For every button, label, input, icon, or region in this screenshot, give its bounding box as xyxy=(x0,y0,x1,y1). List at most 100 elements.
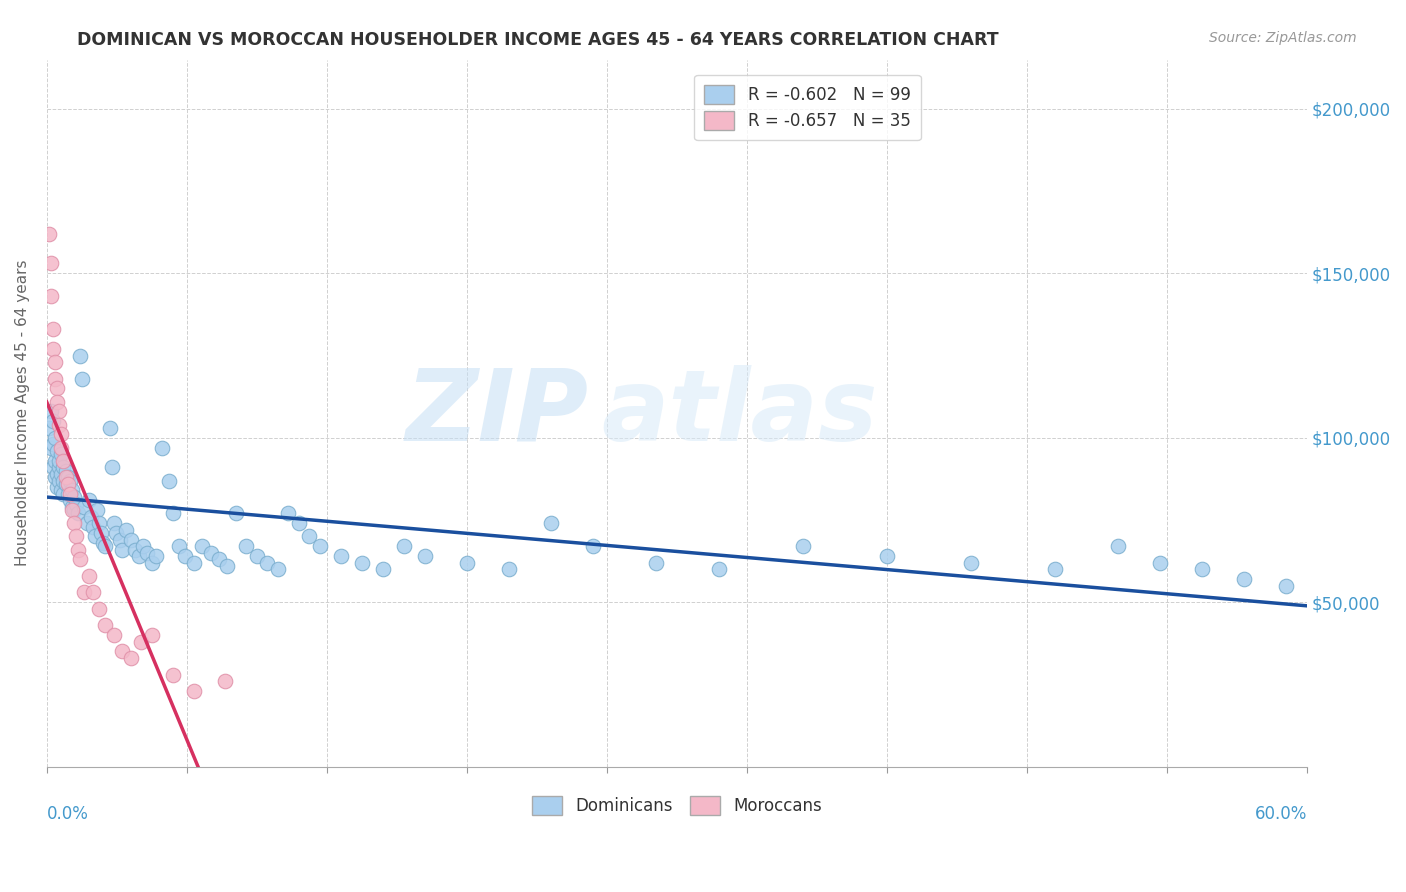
Point xyxy=(48,404,70,418)
Point xyxy=(162,507,184,521)
Point xyxy=(644,556,666,570)
Point xyxy=(65,529,87,543)
Point xyxy=(77,493,100,508)
Point xyxy=(38,421,60,435)
Point xyxy=(792,539,814,553)
Point xyxy=(456,556,478,570)
Point xyxy=(108,533,131,547)
Point xyxy=(128,549,150,563)
Point xyxy=(48,417,70,432)
Point xyxy=(72,371,94,385)
Point xyxy=(73,500,96,514)
Point xyxy=(82,585,104,599)
Point xyxy=(1233,572,1256,586)
Point xyxy=(38,227,60,241)
Point xyxy=(39,441,62,455)
Point xyxy=(876,549,898,563)
Point xyxy=(350,556,373,570)
Y-axis label: Householder Income Ages 45 - 64 years: Householder Income Ages 45 - 64 years xyxy=(15,260,30,566)
Point xyxy=(93,536,115,550)
Point xyxy=(111,542,134,557)
Point xyxy=(150,441,173,455)
Point xyxy=(308,539,330,553)
Point xyxy=(42,342,65,356)
Point xyxy=(55,476,77,491)
Point xyxy=(76,516,98,531)
Point xyxy=(162,667,184,681)
Point xyxy=(120,533,142,547)
Point xyxy=(44,454,66,468)
Point xyxy=(77,569,100,583)
Point xyxy=(183,684,205,698)
Point xyxy=(329,549,352,563)
Point xyxy=(111,644,134,658)
Point xyxy=(582,539,605,553)
Point xyxy=(69,349,91,363)
Point xyxy=(67,542,90,557)
Point xyxy=(44,431,66,445)
Point xyxy=(56,476,79,491)
Point xyxy=(191,539,214,553)
Point xyxy=(39,256,62,270)
Point xyxy=(51,447,73,461)
Point xyxy=(225,507,247,521)
Point xyxy=(200,546,222,560)
Point xyxy=(277,507,299,521)
Point xyxy=(67,507,90,521)
Point xyxy=(84,529,107,543)
Point xyxy=(51,483,73,498)
Point xyxy=(48,460,70,475)
Point xyxy=(86,503,108,517)
Point xyxy=(183,556,205,570)
Point xyxy=(52,454,75,468)
Point xyxy=(208,552,231,566)
Text: 0.0%: 0.0% xyxy=(46,805,89,823)
Point xyxy=(1191,562,1213,576)
Text: DOMINICAN VS MOROCCAN HOUSEHOLDER INCOME AGES 45 - 64 YEARS CORRELATION CHART: DOMINICAN VS MOROCCAN HOUSEHOLDER INCOME… xyxy=(77,31,998,49)
Point xyxy=(60,483,83,498)
Point xyxy=(104,526,127,541)
Point xyxy=(59,493,82,508)
Point xyxy=(46,394,69,409)
Point xyxy=(120,651,142,665)
Point xyxy=(80,509,103,524)
Point xyxy=(707,562,730,576)
Point xyxy=(42,460,65,475)
Point xyxy=(73,585,96,599)
Point xyxy=(60,503,83,517)
Point xyxy=(44,470,66,484)
Point xyxy=(52,486,75,500)
Point xyxy=(1275,579,1298,593)
Point xyxy=(1107,539,1129,553)
Text: Source: ZipAtlas.com: Source: ZipAtlas.com xyxy=(1209,31,1357,45)
Point xyxy=(298,529,321,543)
Point xyxy=(1149,556,1171,570)
Point xyxy=(59,486,82,500)
Legend: Dominicans, Moroccans: Dominicans, Moroccans xyxy=(526,789,828,822)
Point xyxy=(52,474,75,488)
Point xyxy=(115,523,138,537)
Point xyxy=(44,371,66,385)
Point xyxy=(256,556,278,570)
Point xyxy=(39,404,62,418)
Point xyxy=(51,441,73,455)
Text: 60.0%: 60.0% xyxy=(1254,805,1308,823)
Point xyxy=(46,381,69,395)
Point xyxy=(267,562,290,576)
Point xyxy=(44,355,66,369)
Point xyxy=(101,460,124,475)
Point xyxy=(287,516,309,531)
Point xyxy=(46,467,69,481)
Point xyxy=(157,474,180,488)
Point xyxy=(129,634,152,648)
Point xyxy=(48,454,70,468)
Point xyxy=(498,562,520,576)
Point xyxy=(413,549,436,563)
Point xyxy=(145,549,167,563)
Point xyxy=(217,559,239,574)
Point xyxy=(69,552,91,566)
Point xyxy=(94,618,117,632)
Point xyxy=(59,474,82,488)
Point xyxy=(63,490,86,504)
Point xyxy=(51,467,73,481)
